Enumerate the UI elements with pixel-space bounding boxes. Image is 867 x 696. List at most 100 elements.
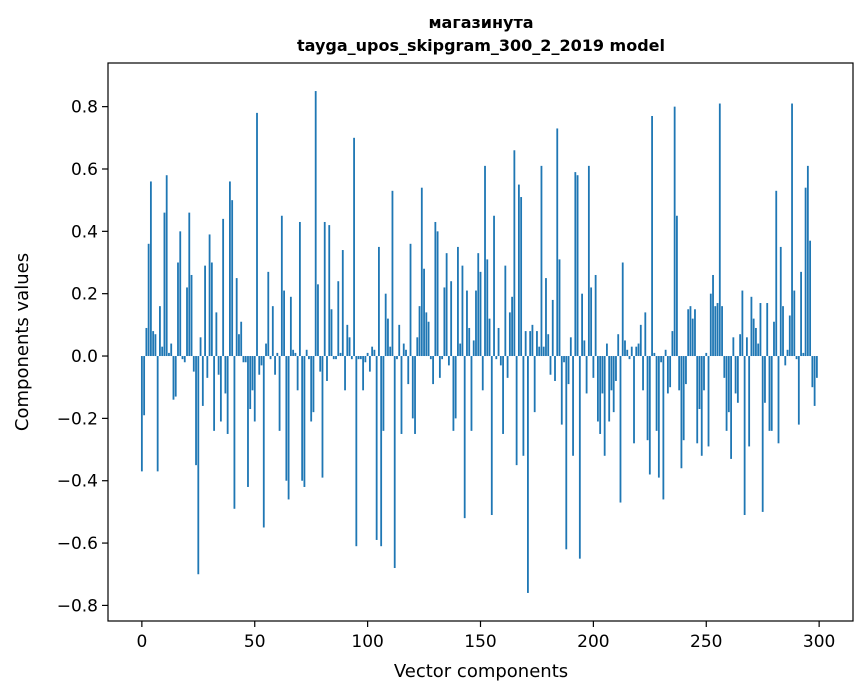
bar-157 xyxy=(495,356,498,360)
bar-46 xyxy=(244,356,247,363)
bar-219 xyxy=(635,346,638,357)
bar-0 xyxy=(140,356,143,472)
bar-25 xyxy=(197,356,200,575)
bar-40 xyxy=(231,200,234,357)
bar-69 xyxy=(296,356,299,391)
bars-group xyxy=(140,91,818,593)
bar-41 xyxy=(233,356,236,509)
bar-115 xyxy=(400,356,403,434)
bar-6 xyxy=(154,334,157,357)
bar-279 xyxy=(770,356,773,431)
bar-10 xyxy=(163,212,166,357)
bar-57 xyxy=(269,356,272,360)
bar-262 xyxy=(732,337,735,357)
bar-112 xyxy=(393,356,396,569)
bar-42 xyxy=(235,278,238,357)
bar-177 xyxy=(540,165,543,357)
bar-253 xyxy=(712,274,714,357)
bar-26 xyxy=(199,337,202,357)
bar-135 xyxy=(445,253,448,357)
bar-291 xyxy=(797,356,800,425)
bar-169 xyxy=(522,356,525,456)
bar-211 xyxy=(617,334,620,357)
bar-203 xyxy=(599,356,602,434)
bar-298 xyxy=(813,356,816,406)
bar-83 xyxy=(328,225,331,357)
bar-223 xyxy=(644,312,647,357)
bar-18 xyxy=(181,356,184,360)
bar-50 xyxy=(253,356,256,422)
bar-22 xyxy=(190,274,193,357)
bar-64 xyxy=(285,356,288,481)
bar-259 xyxy=(725,356,728,431)
bar-35 xyxy=(219,356,222,422)
bar-268 xyxy=(745,337,748,357)
bar-297 xyxy=(811,356,814,388)
bar-92 xyxy=(348,337,351,357)
bar-30 xyxy=(208,234,211,357)
bar-141 xyxy=(459,343,462,357)
bar-36 xyxy=(222,218,225,357)
bar-53 xyxy=(260,356,263,366)
bar-148 xyxy=(475,290,477,357)
bar-130 xyxy=(434,221,437,357)
bar-63 xyxy=(283,290,285,357)
bar-98 xyxy=(362,356,365,391)
x-axis-ticks: 0 50 100 150 200 250 300 xyxy=(136,621,835,652)
bar-49 xyxy=(251,356,254,391)
bar-110 xyxy=(389,346,392,357)
bar-105 xyxy=(378,246,380,357)
bar-222 xyxy=(642,356,644,391)
bar-249 xyxy=(703,356,705,391)
chart-title-line1: магазинута xyxy=(428,13,533,32)
y-tick-label: 0.2 xyxy=(71,285,98,305)
bar-156 xyxy=(493,215,495,357)
bar-82 xyxy=(326,356,328,381)
bar-254 xyxy=(714,306,717,357)
bar-174 xyxy=(533,356,536,413)
bar-77 xyxy=(314,91,317,357)
bar-287 xyxy=(788,315,791,357)
bar-191 xyxy=(572,356,574,456)
bar-48 xyxy=(249,356,252,410)
bar-39 xyxy=(229,181,231,357)
bar-142 xyxy=(461,265,464,357)
x-tick-label: 200 xyxy=(577,632,609,652)
y-tick-label: 0.6 xyxy=(71,160,98,180)
bar-213 xyxy=(621,262,624,357)
bar-198 xyxy=(587,165,590,357)
bar-138 xyxy=(452,356,455,431)
bar-182 xyxy=(551,299,554,357)
bar-107 xyxy=(382,356,385,431)
bar-23 xyxy=(192,356,195,372)
bar-271 xyxy=(752,318,755,357)
bar-181 xyxy=(549,356,552,375)
bar-88 xyxy=(339,352,342,357)
bar-91 xyxy=(346,324,349,357)
bar-108 xyxy=(384,293,387,357)
bar-121 xyxy=(414,356,416,434)
bar-58 xyxy=(271,306,274,357)
x-tick-label: 100 xyxy=(351,632,383,652)
bar-75 xyxy=(310,356,313,422)
bar-67 xyxy=(292,349,295,357)
bar-104 xyxy=(375,356,378,540)
bar-125 xyxy=(423,268,425,357)
bar-71 xyxy=(301,356,304,481)
bar-133 xyxy=(441,356,444,360)
bar-93 xyxy=(350,356,353,360)
bar-232 xyxy=(664,349,667,357)
bar-282 xyxy=(777,356,780,444)
bar-134 xyxy=(443,287,446,357)
bar-200 xyxy=(592,356,595,378)
bar-172 xyxy=(529,331,532,357)
bar-106 xyxy=(380,356,383,547)
bar-51 xyxy=(256,112,258,357)
bar-154 xyxy=(488,318,491,357)
bar-9 xyxy=(161,346,164,357)
bar-60 xyxy=(276,352,279,357)
bar-140 xyxy=(457,246,459,357)
bar-103 xyxy=(373,349,376,357)
y-tick-label: −0.8 xyxy=(57,596,98,616)
